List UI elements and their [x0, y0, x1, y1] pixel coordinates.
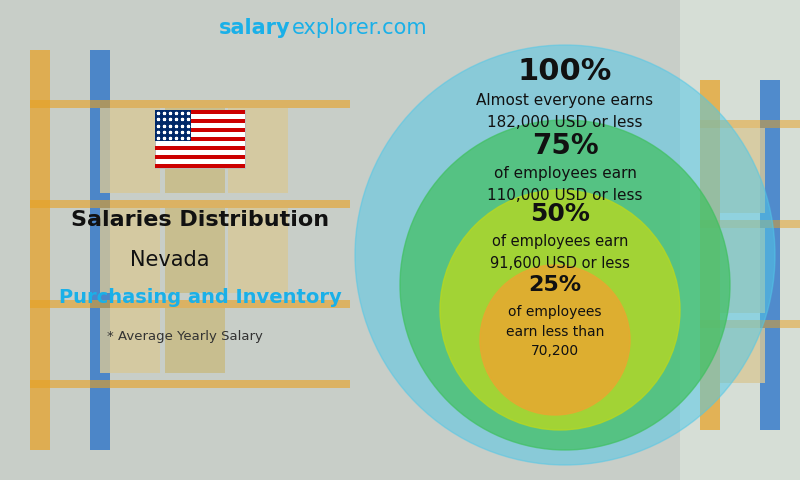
Text: 100%: 100% [518, 57, 612, 86]
Text: Nevada: Nevada [130, 250, 210, 270]
Text: 75%: 75% [532, 132, 598, 160]
FancyBboxPatch shape [228, 208, 288, 293]
Text: Salaries Distribution: Salaries Distribution [71, 210, 329, 230]
FancyBboxPatch shape [165, 208, 225, 293]
Text: Purchasing and Inventory: Purchasing and Inventory [58, 288, 342, 307]
FancyBboxPatch shape [165, 108, 225, 193]
FancyBboxPatch shape [155, 119, 245, 123]
FancyBboxPatch shape [228, 108, 288, 193]
FancyBboxPatch shape [100, 108, 160, 193]
FancyBboxPatch shape [700, 120, 800, 128]
Text: of employees earn
110,000 USD or less: of employees earn 110,000 USD or less [487, 166, 642, 203]
FancyBboxPatch shape [100, 208, 160, 293]
Text: of employees earn
91,600 USD or less: of employees earn 91,600 USD or less [490, 234, 630, 271]
FancyBboxPatch shape [720, 328, 765, 383]
FancyBboxPatch shape [30, 300, 350, 308]
Text: Almost everyone earns
182,000 USD or less: Almost everyone earns 182,000 USD or les… [477, 93, 654, 130]
Text: * Average Yearly Salary: * Average Yearly Salary [107, 330, 263, 343]
FancyBboxPatch shape [155, 110, 191, 141]
FancyBboxPatch shape [720, 228, 765, 313]
FancyBboxPatch shape [155, 128, 245, 132]
Text: of employees
earn less than
70,200: of employees earn less than 70,200 [506, 305, 604, 358]
FancyBboxPatch shape [155, 110, 245, 168]
FancyBboxPatch shape [30, 200, 350, 208]
FancyBboxPatch shape [155, 164, 245, 168]
Text: 25%: 25% [529, 275, 582, 295]
FancyBboxPatch shape [155, 137, 245, 141]
Circle shape [440, 190, 680, 430]
FancyBboxPatch shape [90, 50, 110, 450]
FancyBboxPatch shape [700, 80, 720, 430]
FancyBboxPatch shape [760, 80, 780, 430]
FancyBboxPatch shape [155, 155, 245, 159]
Text: salary: salary [218, 18, 290, 38]
FancyBboxPatch shape [165, 308, 225, 373]
Circle shape [355, 45, 775, 465]
FancyBboxPatch shape [30, 100, 350, 108]
Circle shape [480, 265, 630, 415]
FancyBboxPatch shape [700, 220, 800, 228]
FancyBboxPatch shape [155, 110, 245, 114]
Text: 50%: 50% [530, 202, 590, 226]
FancyBboxPatch shape [155, 146, 245, 150]
FancyBboxPatch shape [720, 128, 765, 213]
FancyBboxPatch shape [680, 0, 800, 480]
FancyBboxPatch shape [700, 320, 800, 328]
Text: explorer.com: explorer.com [292, 18, 428, 38]
FancyBboxPatch shape [30, 380, 350, 388]
FancyBboxPatch shape [100, 308, 160, 373]
FancyBboxPatch shape [30, 50, 50, 450]
Circle shape [400, 120, 730, 450]
